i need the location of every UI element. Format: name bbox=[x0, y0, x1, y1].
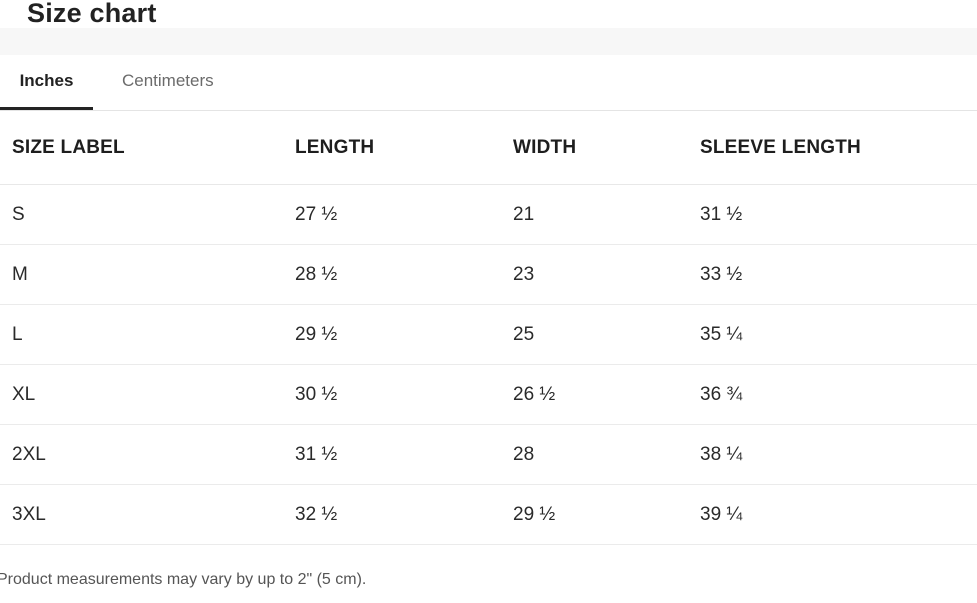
width-cell: 26 ½ bbox=[513, 364, 700, 425]
length-cell: 28 ½ bbox=[295, 244, 513, 305]
table-row-l: L 29 ½ 25 35 ¼ bbox=[0, 304, 977, 365]
sleeve-length-cell: 38 ¼ bbox=[700, 424, 977, 485]
page-title: Size chart bbox=[27, 0, 157, 28]
measurement-note: Product measurements may vary by up to 2… bbox=[0, 571, 367, 588]
header-divider-band bbox=[0, 28, 977, 55]
width-cell: 21 bbox=[513, 184, 700, 245]
table-header-row: SIZE LABEL LENGTH WIDTH SLEEVE LENGTH bbox=[0, 111, 977, 185]
width-cell: 25 bbox=[513, 304, 700, 365]
column-header-size-label: SIZE LABEL bbox=[0, 111, 295, 185]
column-header-width: WIDTH bbox=[513, 111, 700, 185]
size-table: SIZE LABEL LENGTH WIDTH SLEEVE LENGTH S … bbox=[0, 111, 977, 545]
size-cell: 3XL bbox=[0, 484, 295, 545]
unit-tabs: Inches Centimeters bbox=[0, 55, 977, 111]
width-cell: 29 ½ bbox=[513, 484, 700, 545]
length-cell: 32 ½ bbox=[295, 484, 513, 545]
table-row-xl: XL 30 ½ 26 ½ 36 ¾ bbox=[0, 364, 977, 425]
tab-centimeters[interactable]: Centimeters bbox=[122, 71, 214, 90]
sleeve-length-cell: 39 ¼ bbox=[700, 484, 977, 545]
length-cell: 27 ½ bbox=[295, 184, 513, 245]
size-cell: M bbox=[0, 244, 295, 305]
tab-inches[interactable]: Inches bbox=[0, 55, 93, 110]
table-row-s: S 27 ½ 21 31 ½ bbox=[0, 184, 977, 245]
sleeve-length-cell: 31 ½ bbox=[700, 184, 977, 245]
size-chart-panel: Size chart Inches Centimeters SIZE LABEL… bbox=[0, 0, 977, 588]
size-cell: XL bbox=[0, 364, 295, 425]
table-row-2xl: 2XL 31 ½ 28 38 ¼ bbox=[0, 424, 977, 485]
width-cell: 23 bbox=[513, 244, 700, 305]
size-cell: S bbox=[0, 184, 295, 245]
length-cell: 31 ½ bbox=[295, 424, 513, 485]
sleeve-length-cell: 35 ¼ bbox=[700, 304, 977, 365]
table-row-3xl: 3XL 32 ½ 29 ½ 39 ¼ bbox=[0, 484, 977, 545]
length-cell: 30 ½ bbox=[295, 364, 513, 425]
sleeve-length-cell: 36 ¾ bbox=[700, 364, 977, 425]
sleeve-length-cell: 33 ½ bbox=[700, 244, 977, 305]
column-header-sleeve-length: SLEEVE LENGTH bbox=[700, 111, 977, 185]
size-cell: 2XL bbox=[0, 424, 295, 485]
column-header-length: LENGTH bbox=[295, 111, 513, 185]
length-cell: 29 ½ bbox=[295, 304, 513, 365]
width-cell: 28 bbox=[513, 424, 700, 485]
size-cell: L bbox=[0, 304, 295, 365]
table-row-m: M 28 ½ 23 33 ½ bbox=[0, 244, 977, 305]
